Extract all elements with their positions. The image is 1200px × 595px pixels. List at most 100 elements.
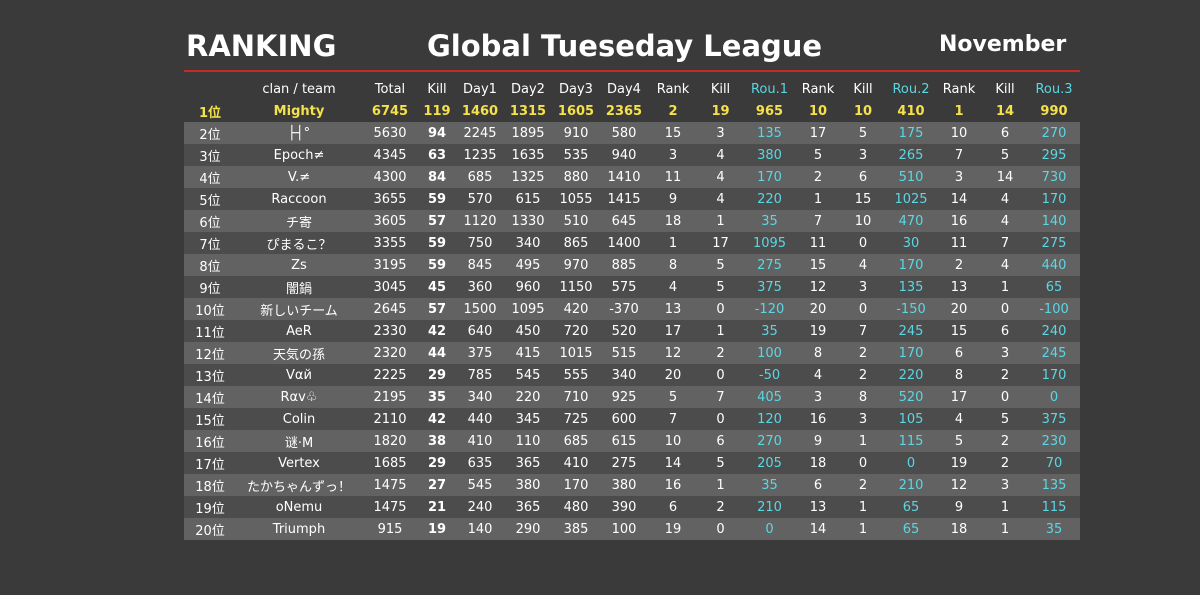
cell-kill-3: 5 (1000, 147, 1010, 163)
cell-day1: 845 (467, 257, 493, 273)
cell-round-1: 210 (757, 499, 782, 515)
cell-rank-2: 9 (813, 433, 823, 449)
table-row: 15位 Colin 2110 42 440 345 725 600 7 0 120 16 3 105 4 5 3… (184, 408, 1080, 430)
column-header-place (184, 78, 236, 100)
cell-rank-1: 10 (664, 433, 682, 449)
cell-day4: 925 (611, 389, 637, 405)
cell-place: 15位 (195, 413, 225, 429)
cell-rank-2: 12 (809, 279, 827, 295)
cell-rank-1: 19 (664, 521, 682, 537)
cell-rank-2: 13 (809, 499, 827, 515)
cell-kill-3: 14 (996, 169, 1014, 185)
cell-day3: 1605 (557, 103, 595, 119)
cell-kill-3: 6 (1000, 125, 1010, 141)
cell-rank-1: 16 (664, 477, 682, 493)
cell-day2: 220 (515, 389, 541, 405)
cell-day3: 970 (563, 257, 589, 273)
cell-kill-1: 5 (716, 455, 725, 471)
cell-day1: 685 (467, 169, 493, 185)
cell-day3: 710 (563, 389, 589, 405)
cell-day2: 1315 (509, 103, 547, 119)
column-header-round-1: Rou.1 (750, 81, 789, 97)
cell-kill: 119 (423, 103, 451, 119)
cell-team: たかちゃんずっ！ (246, 479, 351, 495)
cell-total: 2225 (373, 367, 407, 383)
column-header-rank-1: Rank (656, 81, 690, 97)
cell-team: 天気の孫 (272, 347, 325, 363)
table-row: 11位 AeR 2330 42 640 450 720 520 17 1 35 19 7 245 15 6 24… (184, 320, 1080, 342)
cell-rank-3: 9 (954, 499, 964, 515)
cell-total: 3045 (373, 279, 407, 295)
cell-rank-1: 6 (668, 499, 678, 515)
cell-rank-1: 4 (668, 279, 678, 295)
cell-kill-1: 3 (716, 125, 725, 141)
cell-rank-1: 15 (664, 125, 682, 141)
cell-kill: 59 (427, 257, 447, 273)
cell-round-2: 115 (898, 433, 924, 449)
cell-place: 11位 (195, 325, 225, 341)
cell-day4: 100 (611, 521, 637, 537)
cell-round-1: 220 (757, 191, 782, 207)
cell-kill-2: 7 (858, 323, 868, 339)
cell-rank-1: 2 (668, 103, 678, 119)
cell-day2: 1095 (511, 301, 545, 317)
cell-rank-1: 1 (668, 235, 678, 251)
cell-place: 1位 (198, 105, 222, 121)
cell-kill-3: 1 (1000, 499, 1010, 515)
cell-place: 9位 (199, 281, 221, 297)
cell-rank-3: 8 (954, 367, 964, 383)
cell-day1: 340 (467, 389, 493, 405)
cell-kill-1: 0 (716, 367, 725, 383)
cell-kill: 35 (427, 389, 447, 405)
cell-place: 2位 (199, 127, 221, 143)
cell-day3: 420 (563, 301, 589, 317)
cell-round-2: 65 (902, 521, 920, 537)
cell-round-3: 0 (1049, 389, 1059, 405)
table-row: 1位 Mighty 6745 119 1460 1315 1605 2365 2 19 965 10 1… (184, 100, 1080, 122)
column-header-day2: Day2 (511, 81, 545, 97)
cell-total: 5630 (373, 125, 407, 141)
cell-place: 12位 (195, 347, 225, 363)
cell-kill: 29 (427, 455, 447, 471)
cell-kill-1: 6 (716, 433, 725, 449)
cell-kill-2: 6 (858, 169, 868, 185)
cell-kill-3: 4 (1000, 191, 1010, 207)
cell-rank-3: 7 (954, 147, 964, 163)
cell-rank-2: 20 (809, 301, 827, 317)
cell-round-3: 730 (1041, 169, 1067, 185)
cell-rank-1: 20 (664, 367, 682, 383)
cell-round-1: 35 (761, 477, 778, 493)
cell-kill: 27 (427, 477, 447, 493)
cell-round-3: 990 (1040, 103, 1068, 119)
cell-kill-2: 5 (858, 125, 868, 141)
cell-place: 8位 (199, 259, 221, 275)
table-row: 5位 Raccoon 3655 59 570 615 1055 1415 9 4 220 1 15 102… (184, 188, 1080, 210)
cell-round-3: 115 (1041, 499, 1067, 515)
cell-kill: 29 (427, 367, 447, 383)
cell-day3: 1150 (559, 279, 593, 295)
cell-kill-1: 1 (716, 213, 725, 229)
cell-kill-2: 0 (858, 301, 868, 317)
cell-day4: -370 (609, 301, 639, 317)
cell-team: 新しいチーム (260, 303, 338, 319)
cell-round-2: 105 (898, 411, 924, 427)
cell-round-1: 135 (757, 125, 782, 141)
cell-rank-3: 4 (954, 411, 964, 427)
cell-round-3: 270 (1041, 125, 1067, 141)
cell-round-2: 520 (898, 389, 924, 405)
cell-team: 谜·M (284, 435, 314, 451)
cell-kill-3: 2 (1000, 433, 1010, 449)
cell-day2: 495 (515, 257, 541, 273)
cell-round-3: 135 (1041, 477, 1067, 493)
cell-kill-3: 2 (1000, 367, 1010, 383)
cell-total: 2110 (373, 411, 407, 427)
cell-kill-3: 0 (1000, 301, 1010, 317)
cell-rank-2: 8 (813, 345, 823, 361)
cell-day3: 865 (563, 235, 589, 251)
cell-day3: 170 (563, 477, 589, 493)
cell-day4: 600 (611, 411, 637, 427)
cell-kill-3: 7 (1000, 235, 1010, 251)
cell-rank-3: 19 (950, 455, 968, 471)
cell-round-3: 245 (1041, 345, 1067, 361)
column-header-rank-2: Rank (801, 81, 835, 97)
